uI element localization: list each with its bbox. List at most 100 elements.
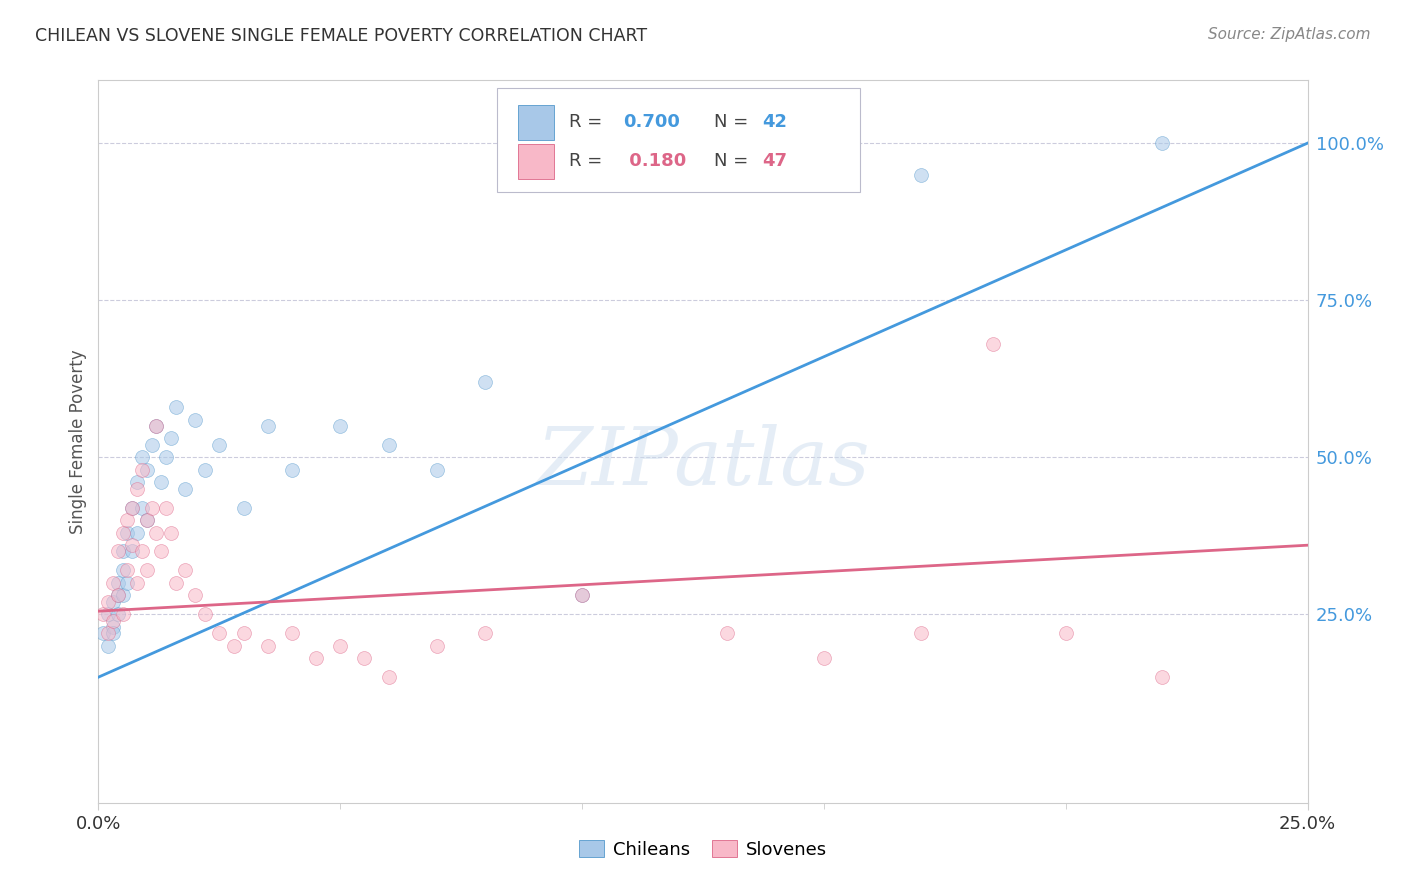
Point <box>208 438 231 452</box>
Point <box>91 607 114 622</box>
Point <box>194 607 217 622</box>
Point <box>222 639 245 653</box>
Point <box>101 620 124 634</box>
Point <box>155 450 177 465</box>
Point <box>174 482 197 496</box>
Point <box>194 463 217 477</box>
Point <box>377 670 399 684</box>
Point <box>107 575 129 590</box>
Point <box>165 575 187 590</box>
Point <box>141 438 163 452</box>
Point <box>184 412 207 426</box>
Point <box>131 463 153 477</box>
Point <box>232 500 254 515</box>
Point <box>910 626 932 640</box>
Point <box>571 589 593 603</box>
Point <box>127 575 149 590</box>
Point <box>256 418 278 433</box>
Point <box>165 400 187 414</box>
Point <box>97 639 120 653</box>
Point <box>107 589 129 603</box>
Point <box>256 639 278 653</box>
Point <box>232 626 254 640</box>
Point <box>571 589 593 603</box>
Text: N =: N = <box>714 113 748 131</box>
Point <box>127 482 149 496</box>
Point <box>127 475 149 490</box>
Point <box>101 626 124 640</box>
Point <box>97 607 120 622</box>
Point <box>107 607 129 622</box>
Point <box>281 626 304 640</box>
FancyBboxPatch shape <box>498 87 860 193</box>
Point <box>426 639 449 653</box>
Y-axis label: Single Female Poverty: Single Female Poverty <box>69 350 87 533</box>
Point <box>813 651 835 665</box>
Text: ZIPatlas: ZIPatlas <box>536 425 870 502</box>
Point <box>117 525 139 540</box>
Point <box>145 418 167 433</box>
Point <box>353 651 375 665</box>
Text: R =: R = <box>569 153 602 170</box>
Point <box>131 450 153 465</box>
Point <box>141 500 163 515</box>
Point <box>155 500 177 515</box>
Text: 47: 47 <box>762 153 787 170</box>
Text: N =: N = <box>714 153 748 170</box>
Point <box>127 525 149 540</box>
Point <box>1152 136 1174 150</box>
Point <box>160 431 183 445</box>
Point <box>305 651 328 665</box>
Point <box>135 513 157 527</box>
Point <box>377 438 399 452</box>
Point <box>981 337 1004 351</box>
Point <box>474 626 496 640</box>
Point <box>910 168 932 182</box>
Point <box>117 563 139 577</box>
Point <box>145 418 167 433</box>
Point <box>91 626 114 640</box>
Legend: Chileans, Slovenes: Chileans, Slovenes <box>571 833 835 866</box>
Point <box>101 614 124 628</box>
Text: CHILEAN VS SLOVENE SINGLE FEMALE POVERTY CORRELATION CHART: CHILEAN VS SLOVENE SINGLE FEMALE POVERTY… <box>35 27 647 45</box>
Point <box>117 513 139 527</box>
Point <box>111 563 134 577</box>
Point <box>135 463 157 477</box>
Point <box>117 575 139 590</box>
Point <box>716 626 738 640</box>
Point <box>426 463 449 477</box>
Point <box>107 544 129 558</box>
Point <box>121 500 143 515</box>
Point <box>135 513 157 527</box>
Point <box>145 525 167 540</box>
Point <box>1054 626 1077 640</box>
Point <box>184 589 207 603</box>
FancyBboxPatch shape <box>517 144 554 178</box>
Point <box>111 525 134 540</box>
Point <box>1152 670 1174 684</box>
Point <box>121 538 143 552</box>
Point <box>160 525 183 540</box>
Point <box>208 626 231 640</box>
Point <box>131 500 153 515</box>
Point <box>107 589 129 603</box>
Point <box>281 463 304 477</box>
Point <box>97 626 120 640</box>
Point <box>474 375 496 389</box>
Point <box>329 418 352 433</box>
Text: R =: R = <box>569 113 602 131</box>
Point <box>131 544 153 558</box>
Point <box>174 563 197 577</box>
Point <box>101 575 124 590</box>
Point <box>329 639 352 653</box>
Point <box>111 544 134 558</box>
Point <box>121 500 143 515</box>
Point <box>111 589 134 603</box>
Point <box>150 544 173 558</box>
Text: 0.180: 0.180 <box>623 153 686 170</box>
Point <box>101 595 124 609</box>
Point <box>135 563 157 577</box>
Text: 0.700: 0.700 <box>623 113 681 131</box>
Text: 42: 42 <box>762 113 787 131</box>
Text: Source: ZipAtlas.com: Source: ZipAtlas.com <box>1208 27 1371 42</box>
